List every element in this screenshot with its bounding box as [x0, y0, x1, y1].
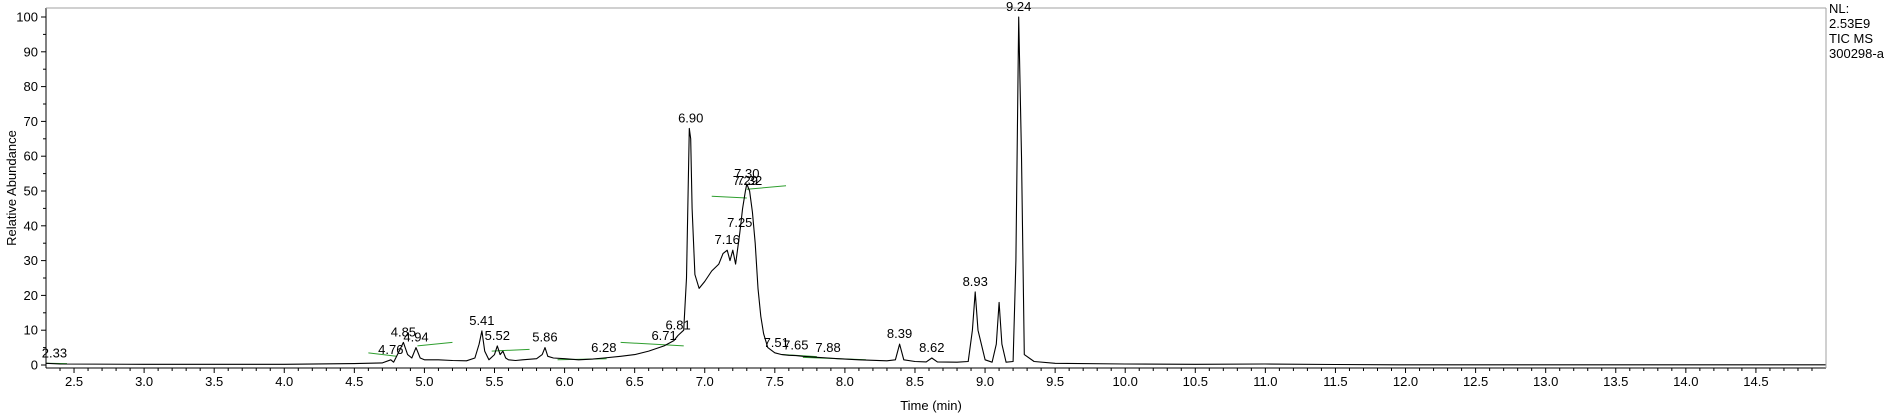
y-axis-ticks: 0 10 20 30 40 50 60 70 80 90 100 — [16, 10, 46, 373]
peak-label: 8.39 — [887, 326, 912, 341]
peak-label: 7.32 — [737, 173, 762, 188]
x-tick-label: 7.5 — [766, 374, 784, 389]
y-tick-label: 70 — [24, 114, 38, 129]
x-tick-label: 11.0 — [1253, 374, 1277, 389]
x-tick-label: 8.0 — [836, 374, 854, 389]
integration-baseline — [620, 341, 684, 347]
x-tick-label: 3.0 — [135, 374, 153, 389]
x-tick-label: 10.5 — [1183, 374, 1208, 389]
x-tick-label: 11.5 — [1323, 374, 1347, 389]
peak-label: 6.71 — [651, 328, 676, 343]
y-tick-label: 40 — [24, 218, 38, 233]
y-tick-label: 20 — [24, 288, 38, 303]
x-tick-label: 9.0 — [976, 374, 994, 389]
x-tick-label: 8.5 — [906, 374, 924, 389]
peak-label: 4.94 — [403, 330, 428, 345]
x-axis-ticks: 2.5 3.0 3.5 4.0 4.5 5.0 5.5 6.0 6.5 7.0 7.5 8.0 8.5 9… — [59, 368, 1813, 389]
x-axis-title: Time (min) — [900, 398, 962, 413]
x-tick-label: 6.0 — [556, 374, 574, 389]
x-tick-label: 13.0 — [1533, 374, 1558, 389]
tic-trace — [45, 16, 1826, 366]
peak-label: 6.81 — [665, 317, 690, 332]
integration-baseline — [368, 352, 397, 357]
y-tick-label: 90 — [24, 44, 38, 59]
x-tick-label: 14.0 — [1673, 374, 1698, 389]
y-tick-label: 80 — [24, 79, 38, 94]
peak-label: 6.28 — [591, 340, 616, 355]
peak-label: 9.24 — [1006, 0, 1031, 14]
x-tick-label: 14.5 — [1743, 374, 1768, 389]
x-tick-label: 10.0 — [1113, 374, 1138, 389]
peak-label: 6.90 — [678, 110, 703, 125]
peak-label: 5.86 — [532, 330, 557, 345]
y-tick-label: 10 — [24, 323, 38, 338]
x-tick-label: 12.5 — [1463, 374, 1488, 389]
peak-label: 5.52 — [485, 328, 510, 343]
peak-label: 8.93 — [963, 274, 988, 289]
y-tick-label: 60 — [24, 149, 38, 164]
integration-baseline — [711, 195, 747, 199]
y-axis-title: Relative Abundance — [4, 130, 19, 246]
peak-label: 8.62 — [919, 340, 944, 355]
x-tick-label: 13.5 — [1603, 374, 1628, 389]
info-line-file: 300298-a — [1829, 46, 1885, 61]
peak-label: 4.85 — [391, 324, 416, 339]
peak-label: 7.88 — [815, 340, 840, 355]
peak-label: 7.30 — [734, 166, 759, 181]
peak-label: 5.41 — [469, 313, 494, 328]
peak-label: 7.25 — [727, 215, 752, 230]
x-tick-label: 3.5 — [205, 374, 223, 389]
peak-label: 7.16 — [715, 232, 740, 247]
peak-label: 7.51 — [764, 335, 789, 350]
y-tick-label: 50 — [24, 184, 38, 199]
peak-label: 7.65 — [783, 338, 808, 353]
x-tick-label: 2.5 — [65, 374, 83, 389]
integration-baseline — [491, 348, 530, 352]
info-line-nl: NL: — [1829, 1, 1849, 16]
y-tick-label: 100 — [16, 10, 38, 25]
x-tick-label: 4.5 — [345, 374, 363, 389]
peak-label: 4.76 — [378, 342, 403, 357]
info-line-scan: TIC MS — [1829, 31, 1873, 46]
peak-labels: 2.33 4.76 4.854.94 5.415.52 5.86 6.28 6.716.81… — [42, 0, 1032, 360]
x-tick-label: 7.0 — [696, 374, 714, 389]
x-tick-label: 12.0 — [1393, 374, 1418, 389]
peak-label: 2.33 — [42, 345, 67, 360]
x-tick-label: 6.5 — [626, 374, 644, 389]
x-tick-label: 9.5 — [1046, 374, 1064, 389]
y-tick-label: 0 — [31, 358, 38, 373]
x-tick-label: 5.0 — [415, 374, 433, 389]
peak-label: 7.29 — [733, 173, 758, 188]
info-line-value: 2.53E9 — [1829, 16, 1870, 31]
integration-baseline — [417, 341, 453, 347]
y-tick-label: 30 — [24, 253, 38, 268]
info-block: NL: 2.53E9 TIC MS 300298-a — [1829, 1, 1885, 61]
x-tick-label: 5.5 — [485, 374, 503, 389]
integration-baseline — [746, 185, 787, 190]
x-tick-label: 4.0 — [275, 374, 293, 389]
